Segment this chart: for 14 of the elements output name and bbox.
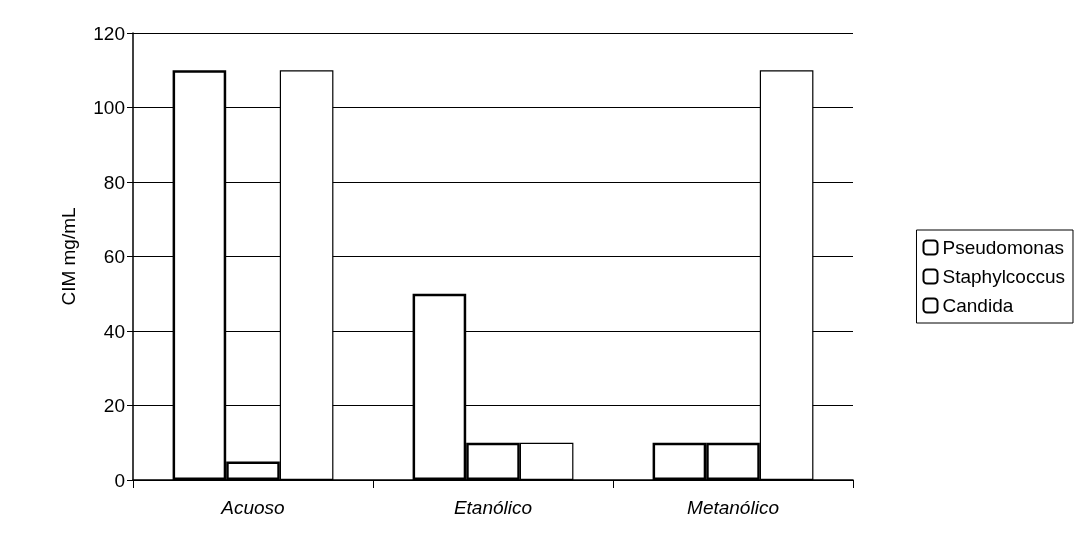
legend-label: Candida [942, 295, 1014, 316]
y-tick-label: 0 [114, 469, 125, 491]
y-tick-label: 80 [103, 171, 125, 193]
x-tick-label: Metanólico [687, 497, 779, 518]
y-axis-title: CIM mg/mL [58, 207, 79, 306]
y-tick-label: 20 [103, 395, 125, 416]
legend-label: Pseudomonas [942, 237, 1064, 258]
y-tick-label: 60 [103, 246, 125, 267]
y-tick-label: 120 [93, 22, 125, 44]
x-tick-label: Etanólico [453, 497, 533, 518]
y-tick-label: 100 [93, 97, 125, 118]
y-tick-label: 40 [103, 320, 125, 342]
x-tick-label: Acuoso [220, 497, 285, 518]
legend-label: Staphylcoccus [942, 266, 1066, 287]
